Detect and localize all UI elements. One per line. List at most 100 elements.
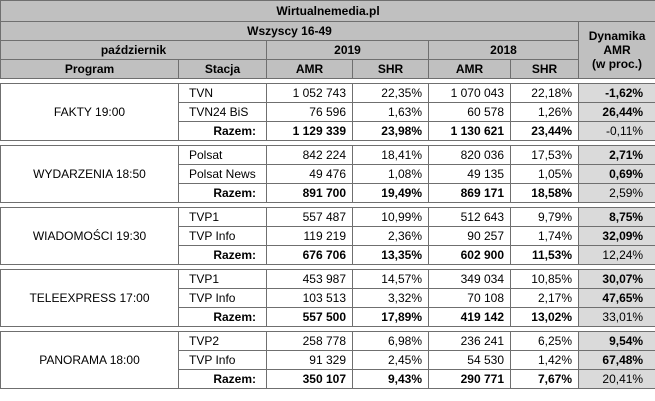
program-name: TELEEXPRESS 17:00 — [0, 269, 179, 327]
total-dynamics: -0,11% — [577, 121, 655, 141]
total-label: Razem: — [178, 307, 267, 327]
shr-2019: 1,08% — [352, 164, 429, 184]
total-amr-2019: 676 706 — [266, 245, 353, 265]
amr-2018: 349 034 — [428, 269, 511, 289]
dynamics-value: 9,54% — [577, 331, 655, 351]
shr-2018: 17,53% — [510, 145, 579, 165]
station-name: Polsat — [178, 145, 267, 165]
shr-2019: 6,98% — [352, 331, 429, 351]
table-row: FAKTY 19:00 TVN 1 052 743 22,35% 1 070 043 22… — [0, 83, 655, 141]
total-shr-2019: 19,49% — [352, 183, 429, 203]
amr-2019: 1 052 743 — [266, 83, 353, 103]
dynamics-value: 8,75% — [577, 207, 655, 227]
dynamics-value: 32,09% — [577, 226, 655, 246]
amr-2018: 236 241 — [428, 331, 511, 351]
table-row: WYDARZENIA 18:50 Polsat 842 224 18,41% 820 0… — [0, 145, 655, 203]
total-shr-2018: 7,67% — [510, 369, 579, 389]
amr-2018: 60 578 — [428, 102, 511, 122]
total-shr-2018: 11,53% — [510, 245, 579, 265]
total-shr-2019: 13,35% — [352, 245, 429, 265]
station-name: TVP Info — [178, 226, 267, 246]
amr-2019: 49 476 — [266, 164, 353, 184]
total-shr-2018: 13,02% — [510, 307, 579, 327]
table-row: Polsat News 49 476 1,08% 49 135 1,05% 0,69% — [1, 164, 655, 184]
program-name: FAKTY 19:00 — [0, 83, 179, 141]
dynamics-value: 2,71% — [577, 145, 655, 165]
amr-2018-header: AMR — [428, 59, 511, 79]
month-label: październik — [0, 40, 267, 60]
amr-2018: 49 135 — [428, 164, 511, 184]
table-row: PANORAMA 18:00 TVP2 258 778 6,98% 236 241 6,2… — [0, 331, 655, 389]
shr-2019: 10,99% — [352, 207, 429, 227]
station-name: TVP Info — [178, 288, 267, 308]
shr-2019: 2,36% — [352, 226, 429, 246]
amr-2019: 76 596 — [266, 102, 353, 122]
dynamics-value: 0,69% — [577, 164, 655, 184]
amr-2018: 54 530 — [428, 350, 511, 370]
shr-2018: 9,79% — [510, 207, 579, 227]
program-name: PANORAMA 18:00 — [0, 331, 179, 389]
shr-2019: 2,45% — [352, 350, 429, 370]
dynamics-header: Dynamika AMR (w proc.) — [577, 21, 655, 79]
amr-2018: 1 070 043 — [428, 83, 511, 103]
total-amr-2018: 1 130 621 — [428, 121, 511, 141]
total-row: Razem: 891 700 19,49% 869 171 18,58% 2,59% — [1, 183, 655, 203]
shr-2018: 1,05% — [510, 164, 579, 184]
amr-2018: 70 108 — [428, 288, 511, 308]
program-column-header: Program — [0, 59, 179, 79]
total-dynamics: 2,59% — [577, 183, 655, 203]
shr-2019: 22,35% — [352, 83, 429, 103]
amr-2019: 258 778 — [266, 331, 353, 351]
dynamics-value: 47,65% — [577, 288, 655, 308]
amr-2019: 842 224 — [266, 145, 353, 165]
shr-2018: 1,42% — [510, 350, 579, 370]
year-2018-header: 2018 — [428, 40, 579, 60]
station-name: TVP1 — [178, 269, 267, 289]
total-label: Razem: — [178, 369, 267, 389]
amr-2019: 103 513 — [266, 288, 353, 308]
table-body: FAKTY 19:00 TVN 1 052 743 22,35% 1 070 043 22… — [0, 78, 655, 389]
shr-2018: 10,85% — [510, 269, 579, 289]
station-name: TVP Info — [178, 350, 267, 370]
shr-2018-header: SHR — [510, 59, 579, 79]
shr-2019: 14,57% — [352, 269, 429, 289]
station-name: TVP2 — [178, 331, 267, 351]
amr-2019: 557 487 — [266, 207, 353, 227]
dynamics-value: 30,07% — [577, 269, 655, 289]
amr-2018: 90 257 — [428, 226, 511, 246]
total-row: Razem: 350 107 9,43% 290 771 7,67% 20,41% — [1, 369, 655, 389]
total-amr-2018: 290 771 — [428, 369, 511, 389]
total-amr-2019: 350 107 — [266, 369, 353, 389]
total-amr-2019: 891 700 — [266, 183, 353, 203]
shr-2019-header: SHR — [352, 59, 429, 79]
shr-2018: 2,17% — [510, 288, 579, 308]
total-amr-2018: 602 900 — [428, 245, 511, 265]
station-name: TVN24 BiS — [178, 102, 267, 122]
dynamics-value: 67,48% — [577, 350, 655, 370]
program-name: WYDARZENIA 18:50 — [0, 145, 179, 203]
program-name: WIADOMOŚCI 19:30 — [0, 207, 179, 265]
dynamics-value: 26,44% — [577, 102, 655, 122]
station-name: Polsat News — [178, 164, 267, 184]
table-row: WIADOMOŚCI 19:30 TVP1 557 487 10,99% 512 643… — [0, 207, 655, 265]
shr-2018: 1,74% — [510, 226, 579, 246]
table-row: TVN24 BiS 76 596 1,63% 60 578 1,26% 26,44% — [1, 102, 655, 122]
shr-2019: 3,32% — [352, 288, 429, 308]
total-dynamics: 33,01% — [577, 307, 655, 327]
total-shr-2019: 23,98% — [352, 121, 429, 141]
table-row: TVP Info 91 329 2,45% 54 530 1,42% 67,48% — [1, 350, 655, 370]
total-dynamics: 20,41% — [577, 369, 655, 389]
total-amr-2018: 869 171 — [428, 183, 511, 203]
total-shr-2018: 18,58% — [510, 183, 579, 203]
shr-2018: 1,26% — [510, 102, 579, 122]
total-label: Razem: — [178, 183, 267, 203]
table-row: TVP Info 103 513 3,32% 70 108 2,17% 47,65% — [1, 288, 655, 308]
amr-2019-header: AMR — [266, 59, 353, 79]
total-shr-2019: 17,89% — [352, 307, 429, 327]
amr-2019: 453 987 — [266, 269, 353, 289]
station-column-header: Stacja — [178, 59, 267, 79]
total-shr-2019: 9,43% — [352, 369, 429, 389]
total-label: Razem: — [178, 121, 267, 141]
total-row: Razem: 557 500 17,89% 419 142 13,02% 33,01% — [1, 307, 655, 327]
amr-2019: 91 329 — [266, 350, 353, 370]
